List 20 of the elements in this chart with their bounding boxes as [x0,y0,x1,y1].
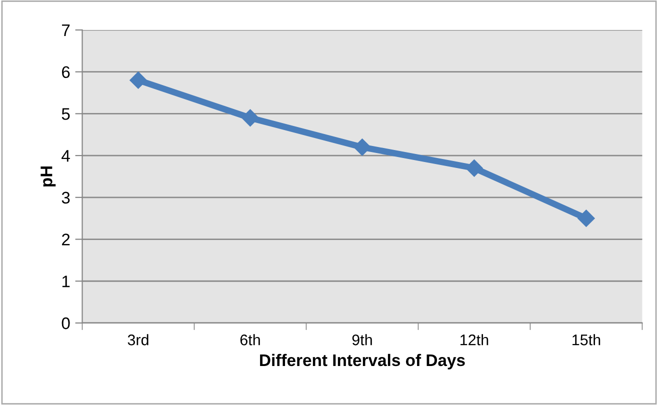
y-tick-label: 2 [62,234,70,246]
point [130,72,147,89]
y-tick-label: 5 [62,108,70,120]
y-tick-label: 0 [62,317,70,330]
y-tick-label: 1 [62,276,70,288]
x-tick-label: 9th [352,334,372,346]
y-tick-label: 3 [62,192,70,204]
y-tick-label: 7 [62,24,70,36]
x-tick-label: 3rd [128,334,148,346]
x-axis-title: Different Intervals of Days [260,354,465,370]
point [242,109,259,126]
x-tick-label: 12th [460,334,488,346]
point [354,138,371,156]
y-tick-label: 4 [62,150,70,162]
y-axis-title: pH [40,166,56,186]
x-tick-label: 15th [572,334,600,346]
x-tick-label: 6th [240,334,260,346]
point [578,210,595,227]
y-tick-label: 6 [62,66,70,78]
point [466,160,483,177]
